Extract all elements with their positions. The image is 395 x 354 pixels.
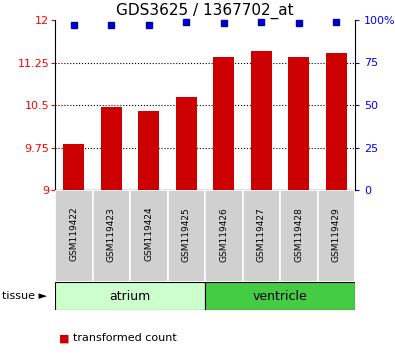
Bar [55,190,92,282]
Text: GSM119428: GSM119428 [294,207,303,262]
Bar [251,51,272,190]
Bar [101,107,122,190]
Text: ventricle: ventricle [253,290,307,303]
Bar [130,190,167,282]
Title: GDS3625 / 1367702_at: GDS3625 / 1367702_at [116,2,294,19]
Text: GSM119422: GSM119422 [69,207,78,262]
Bar [205,282,355,310]
Bar [326,53,346,190]
Bar [138,111,159,190]
Bar [64,143,84,190]
Bar [167,190,205,282]
Bar [318,190,355,282]
Text: GSM119424: GSM119424 [144,207,153,262]
Bar [55,282,205,310]
Text: GSM119426: GSM119426 [219,207,228,262]
Text: tissue ►: tissue ► [2,291,47,301]
Text: GSM119427: GSM119427 [257,207,266,262]
Text: GSM119429: GSM119429 [332,207,341,262]
Bar [288,57,309,190]
Bar [213,57,234,190]
Text: transformed count: transformed count [73,333,177,343]
Bar [176,97,197,190]
Bar [92,190,130,282]
Text: atrium: atrium [109,290,150,303]
Text: GSM119425: GSM119425 [182,207,191,262]
Text: GSM119423: GSM119423 [107,207,116,262]
Text: ■: ■ [59,333,70,343]
Bar [280,190,318,282]
Bar [243,190,280,282]
Bar [205,190,243,282]
